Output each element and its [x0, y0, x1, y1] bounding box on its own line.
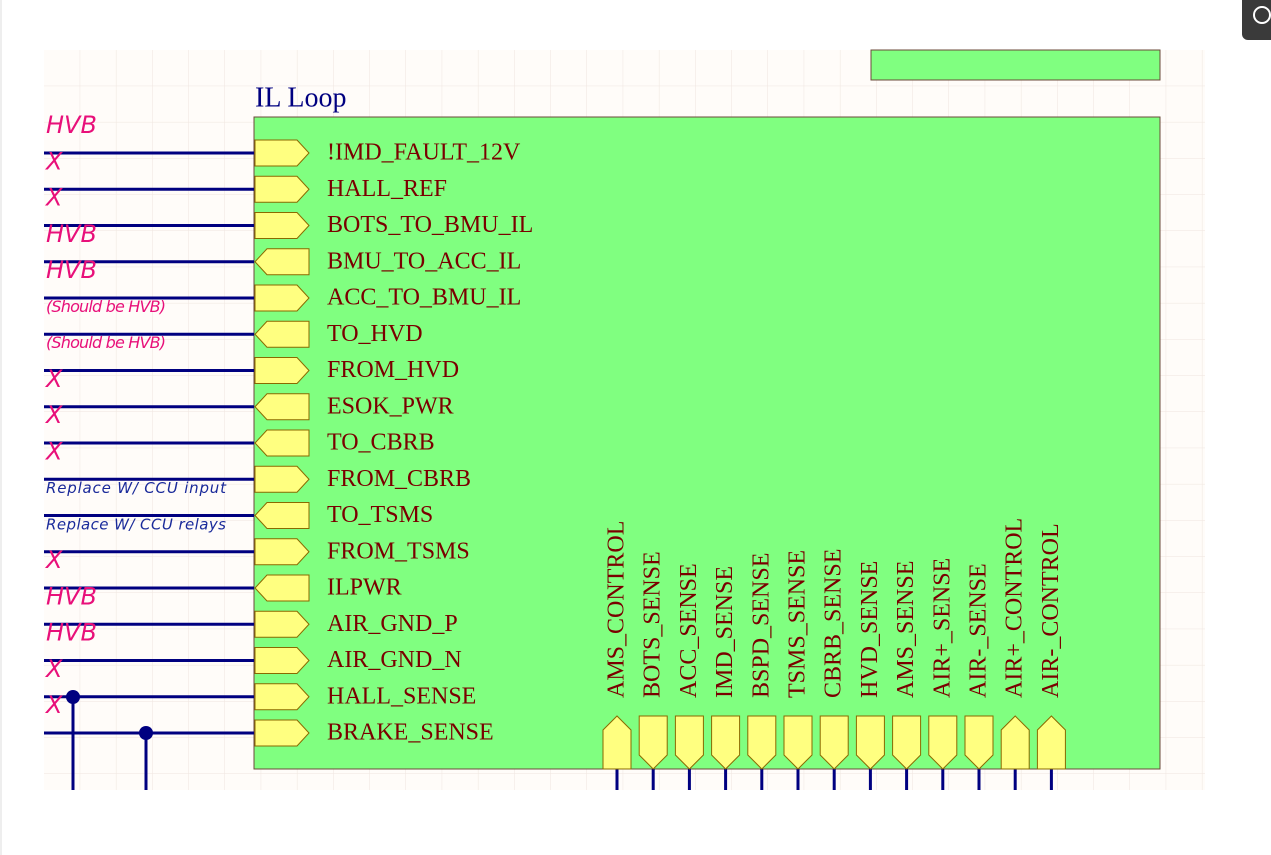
handwritten-note: Replace W/ CCU relays — [46, 515, 226, 533]
port — [928, 715, 958, 770]
handwritten-note: HVB — [46, 582, 97, 610]
port — [254, 175, 310, 203]
port-label: !IMD_FAULT_12V — [327, 140, 521, 166]
port-label: BOTS_SENSE — [640, 551, 666, 698]
port — [254, 357, 310, 384]
port — [638, 715, 668, 770]
port-label: FROM_HVD — [327, 357, 459, 383]
junction — [66, 690, 80, 704]
port-label: BRAKE_SENSE — [327, 720, 494, 746]
port — [254, 610, 310, 638]
port — [254, 393, 310, 421]
port-label: AIR-_SENSE — [966, 563, 992, 698]
port-label: ACC_TO_BMU_IL — [327, 285, 521, 311]
port — [602, 715, 632, 770]
handwritten-note: X — [44, 655, 63, 683]
port — [819, 715, 849, 770]
port-label: AIR+_CONTROL — [1002, 518, 1028, 698]
port-label: HALL_SENSE — [327, 683, 476, 709]
port-label: TO_CBRB — [327, 430, 435, 456]
port-label: BOTS_TO_BMU_IL — [327, 212, 533, 238]
port-label: AMS_SENSE — [893, 561, 919, 698]
handwritten-note: X — [44, 365, 63, 393]
port-label: ILPWR — [327, 575, 402, 601]
port — [254, 647, 310, 674]
port — [747, 715, 777, 770]
handwritten-note: X — [44, 184, 63, 212]
port — [783, 715, 813, 770]
port — [855, 715, 885, 770]
port — [254, 212, 310, 239]
port-label: AIR_GND_N — [327, 647, 462, 673]
handwritten-note: X — [44, 437, 63, 465]
ports: !IMD_FAULT_12V HALL_REF BOTS_TO_BMU_IL BMU_… — [44, 111, 1066, 790]
junction — [139, 726, 153, 740]
sheet-symbol-partial — [870, 49, 1161, 81]
port-label: IMD_SENSE — [712, 566, 738, 698]
search-icon — [1253, 6, 1271, 24]
port-label: BSPD_SENSE — [748, 553, 774, 698]
handwritten-note: X — [44, 691, 63, 719]
port — [1036, 715, 1066, 770]
port-label: ESOK_PWR — [327, 393, 454, 419]
port — [254, 465, 310, 493]
port — [254, 320, 310, 348]
sheet-title: IL Loop — [255, 82, 347, 113]
port — [254, 248, 310, 276]
port-label: TO_HVD — [327, 321, 423, 347]
handwritten-note: HVB — [46, 111, 97, 139]
port-label: AMS_CONTROL — [604, 521, 630, 698]
handwritten-note: HVB — [46, 256, 97, 284]
port-label: AIR+_SENSE — [929, 558, 955, 698]
port-label: FROM_CBRB — [327, 466, 471, 492]
port — [254, 683, 310, 711]
port-label: TO_TSMS — [327, 502, 433, 528]
port — [254, 538, 310, 566]
port-label: AIR_GND_P — [327, 611, 458, 637]
port — [254, 574, 310, 602]
port-label: AIR-_CONTROL — [1038, 523, 1064, 698]
port-label: HALL_REF — [327, 176, 447, 202]
port-label: ACC_SENSE — [676, 563, 702, 698]
port-label: BMU_TO_ACC_IL — [327, 248, 521, 274]
port — [254, 502, 310, 529]
handwritten-note: Replace W/ CCU input — [46, 479, 227, 497]
handwritten-note: HVB — [46, 220, 97, 248]
port — [1000, 715, 1030, 770]
port-label: HVD_SENSE — [857, 561, 883, 698]
sheet-symbol — [253, 116, 1161, 770]
handwritten-note: X — [44, 546, 63, 574]
port — [254, 429, 310, 457]
port-label: FROM_TSMS — [327, 538, 470, 564]
port — [964, 715, 994, 770]
port — [674, 715, 704, 770]
handwritten-note: HVB — [46, 619, 97, 647]
handwritten-note: X — [44, 401, 63, 429]
port — [254, 719, 310, 747]
handwritten-note: (Should be HVB) — [46, 333, 166, 352]
handwritten-note: (Should be HVB) — [46, 297, 166, 316]
port-label: TSMS_SENSE — [785, 550, 811, 698]
port — [254, 139, 310, 167]
port — [254, 284, 310, 312]
port — [711, 715, 741, 770]
port-label: CBRB_SENSE — [821, 549, 847, 698]
port — [892, 715, 922, 770]
handwritten-note: X — [44, 147, 63, 175]
